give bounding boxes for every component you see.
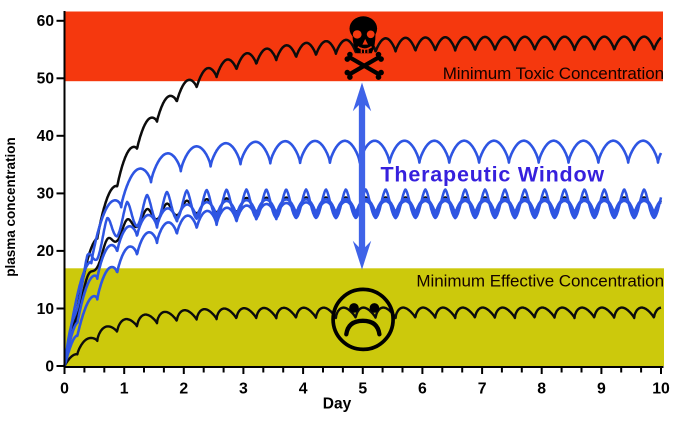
svg-text:2: 2 bbox=[179, 381, 188, 398]
svg-text:Therapeutic Window: Therapeutic Window bbox=[381, 162, 605, 186]
svg-text:50: 50 bbox=[37, 71, 55, 88]
svg-text:7: 7 bbox=[478, 381, 487, 398]
svg-text:Minimum Effective Concentratio: Minimum Effective Concentration bbox=[416, 271, 664, 290]
svg-text:Minimum Toxic Concentration: Minimum Toxic Concentration bbox=[443, 64, 664, 83]
svg-text:4: 4 bbox=[299, 381, 308, 398]
svg-text:3: 3 bbox=[239, 381, 248, 398]
svg-text:Day: Day bbox=[323, 396, 352, 413]
svg-text:10: 10 bbox=[37, 301, 55, 318]
svg-text:1: 1 bbox=[120, 381, 129, 398]
svg-text:0: 0 bbox=[60, 381, 69, 398]
svg-text:40: 40 bbox=[37, 128, 55, 145]
svg-text:6: 6 bbox=[418, 381, 427, 398]
svg-text:0: 0 bbox=[45, 358, 54, 375]
svg-text:8: 8 bbox=[537, 381, 546, 398]
svg-text:60: 60 bbox=[37, 13, 55, 30]
svg-text:plasma concentration: plasma concentration bbox=[3, 137, 18, 277]
svg-text:10: 10 bbox=[652, 381, 670, 398]
svg-text:30: 30 bbox=[37, 186, 55, 203]
svg-text:9: 9 bbox=[597, 381, 606, 398]
svg-text:5: 5 bbox=[358, 381, 367, 398]
svg-text:20: 20 bbox=[37, 243, 55, 260]
